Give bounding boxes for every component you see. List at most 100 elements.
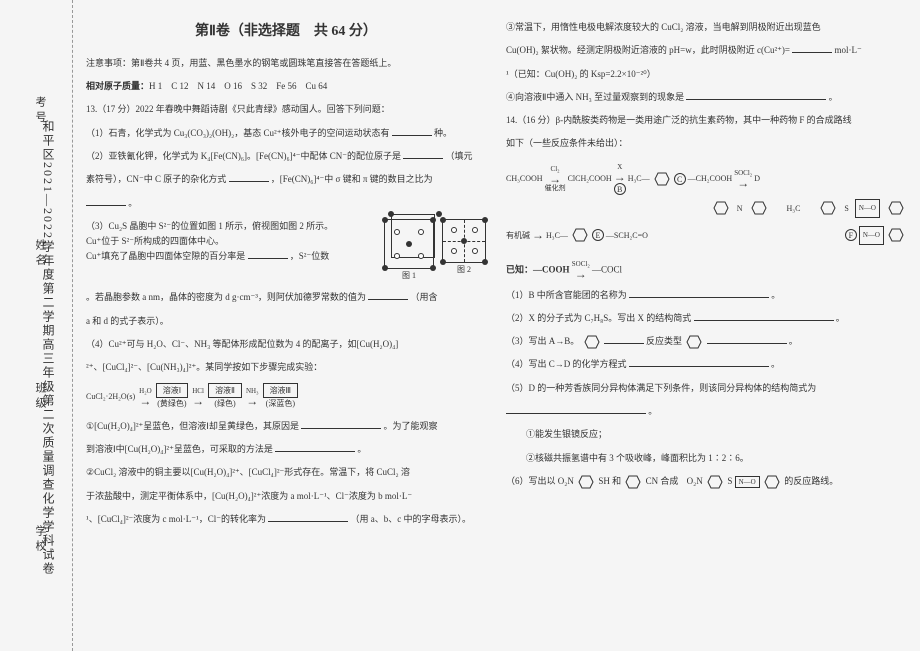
q13-4i: ¹、[CuCl₄]²⁻浓度为 c mol·L⁻¹，Cl⁻的转化率为 [86, 514, 266, 524]
r-p3a: ③常温下，用惰性电极电解浓度较大的 CuCl₂ 溶液，当电解到阴极附近出现蓝色 [506, 20, 906, 35]
section-title: 第Ⅱ卷（非选择题 共 64 分） [86, 20, 486, 44]
q13-1: （1）石青，化学式为 Cu₃(CO₃)₂(OH)₂，基态 Cu²⁺核外电子的空间… [86, 126, 486, 141]
page-content: 第Ⅱ卷（非选择题 共 64 分） 注意事项：第Ⅱ卷共 4 页，用蓝、黑色墨水的钢… [86, 20, 906, 640]
masses-label: 相对原子质量： [86, 81, 149, 91]
flow-s1: 溶液Ⅰ(黄绿色) [156, 384, 188, 411]
blank [604, 334, 644, 344]
benzene-icon [820, 201, 836, 215]
q14-6: （6）写出以 O₂N SH 和 CN 合成 O₂N S N—O 的反应路线。 [506, 474, 906, 489]
blank [792, 43, 832, 53]
q14-4: （4）写出 C→D 的化学方程式 。 [506, 357, 906, 372]
benzene-icon [713, 201, 729, 215]
sB-pre: H₃C— [628, 170, 650, 188]
sD: D [754, 170, 760, 188]
q13-4b: ²⁺、[CuCl₄]²⁻、[Cu(NH₃)₄]²⁺。某同学按如下步骤完成实验： [86, 360, 486, 375]
q13-2: （2）亚铁氰化钾，化学式为 K₄[Fe(CN)₆]。[Fe(CN)₆]⁴⁻中配体… [86, 149, 486, 164]
q13-3c: Cu⁺填充了晶胞中四面体空隙的百分率是 [86, 251, 245, 261]
q13-3a: （3）Cu₂S 晶胞中 S²⁻的位置如图 1 所示，俯视图如图 2 所示。 [86, 219, 376, 234]
blank [268, 512, 348, 522]
q14-5-c2: ②核磁共振氢谱中有 3 个吸收峰，峰面积比为 1∶2∶6。 [506, 451, 906, 466]
q13-2d: ，[Fe(CN)₆]⁴⁻中 σ 键和 π 键的数目之比为 [271, 174, 433, 184]
arrow-icon: SOCl₂→ [734, 170, 752, 189]
sB-post: —CH₂COOH [688, 170, 733, 188]
instructions: 注意事项：第Ⅱ卷共 4 页，用蓝、黑色墨水的钢笔或圆珠笔直接答在答题纸上。 [86, 56, 486, 71]
q13-4i-line: ¹、[CuCl₄]²⁻浓度为 c mol·L⁻¹，Cl⁻的转化率为 （用 a、b… [86, 512, 486, 527]
q14-intro: 14.（16 分）β-内酰胺类药物是一类用途广泛的抗生素药物，其中一种药物 F … [506, 113, 906, 128]
blank [392, 126, 432, 136]
atomic-masses: 相对原子质量：H 1 C 12 N 14 O 16 S 32 Fe 56 Cu … [86, 79, 486, 94]
blank [368, 290, 408, 300]
arrow-icon: NH₃→ [246, 388, 259, 407]
blank [694, 311, 834, 321]
q13-4f: 。 [357, 444, 366, 454]
sA: CH₃COOH [506, 170, 543, 188]
q13-1a: （1）石青，化学式为 Cu₃(CO₃)₂(OH)₂，基态 Cu²⁺核外电子的空间… [86, 128, 390, 138]
benzene-icon [764, 475, 780, 489]
figure-2 [442, 219, 486, 263]
r-p3b-line: Cu(OH)₂ 絮状物。经测定阴极附近溶液的 pH=w，此时阴极附近 c(Cu²… [506, 43, 906, 58]
q13-2c: 素符号），CN⁻中 C 原子的杂化方式 [86, 174, 226, 184]
q14-5-blank: 。 [506, 404, 906, 419]
fold-line [72, 0, 73, 651]
benzene-icon [654, 172, 670, 186]
flow-start: CuCl₂·2H₂O(s) [86, 390, 135, 404]
label-E: E [592, 229, 604, 241]
benzene-icon [572, 228, 588, 242]
q13-3-line: Cu⁺填充了晶胞中四面体空隙的百分率是 ，S²⁻位数 [86, 249, 376, 264]
blank [686, 90, 826, 100]
arrow-icon: Cl₂→催化剂 [545, 166, 566, 192]
figure-1-wrap: 图 1 [384, 219, 434, 283]
synthesis-scheme: CH₃COOH Cl₂→催化剂 ClCH₂COOH X→B H₃C— C —CH… [506, 160, 906, 253]
q13-4e: 到溶液Ⅰ中[Cu(H₂O)₄]²⁺呈蓝色，可采取的方法是 [86, 444, 273, 454]
q13-2-line2: 素符号），CN⁻中 C 原子的杂化方式 ，[Fe(CN)₆]⁴⁻中 σ 键和 π… [86, 172, 486, 187]
r-p4b: 。 [829, 92, 838, 102]
q13-3-row: （3）Cu₂S 晶胞中 S²⁻的位置如图 1 所示，俯视图如图 2 所示。 Cu… [86, 219, 486, 283]
sE-post: —SCH₂C=O [606, 227, 648, 245]
r-p4-line: ④向溶液Ⅱ中通入 NH₃ 至过量观察到的现象是 。 [506, 90, 906, 105]
q13-2b: （填元 [446, 151, 473, 161]
flow-s2: 溶液Ⅱ(绿色) [208, 384, 242, 411]
right-column: ③常温下，用惰性电极电解浓度较大的 CuCl₂ 溶液，当电解到阴极附近出现蓝色 … [506, 20, 906, 640]
q13-4e-line: 到溶液Ⅰ中[Cu(H₂O)₄]²⁺呈蓝色，可采取的方法是 。 [86, 442, 486, 457]
q13-4h: 于浓盐酸中，测定平衡体系中，[Cu(H₂O)₄]²⁺浓度为 a mol·L⁻¹、… [86, 489, 486, 504]
scheme-row-aux: N H₃C S N—O [506, 199, 906, 218]
q13-3g: a 和 d 的式子表示）。 [86, 314, 486, 329]
q13-1b: 种。 [434, 128, 452, 138]
r-p4a: ④向溶液Ⅱ中通入 NH₃ 至过量观察到的现象是 [506, 92, 684, 102]
exam-title-vertical: 和平区2021—2022学年度第二学期高三年级第二次质量调查化学学科试卷 [40, 120, 57, 576]
r-p3d: ¹（已知：Cu(OH)₂ 的 Ksp=2.2×10⁻²⁰） [506, 67, 906, 82]
q13-2e: 。 [128, 198, 137, 208]
arrow-icon: SOCl₂→ [572, 261, 590, 280]
scheme-row1: CH₃COOH Cl₂→催化剂 ClCH₂COOH X→B H₃C— C —CH… [506, 164, 906, 195]
figure-2-wrap: 图 2 [442, 219, 486, 277]
q13-3f: （用含 [410, 292, 437, 302]
q13-intro: 13.（17 分）2022 年春晚中舞蹈诗剧《只此青绿》感动国人。回答下列问题： [86, 102, 486, 117]
arrow-icon: HCl→ [192, 388, 204, 407]
blank [707, 334, 787, 344]
blank [275, 442, 355, 452]
q13-4j: （用 a、b、c 中的字母表示）。 [350, 514, 471, 524]
q13-4g: ②CuCl₂ 溶液中的铜主要以[Cu(H₂O)₄]²⁺、[CuCl₄]²⁻形式存… [86, 465, 486, 480]
q13-4c-line: ①[Cu(H₂O)₄]²⁺呈蓝色，但溶液Ⅰ却呈黄绿色，其原因是 。为了能观察 [86, 419, 486, 434]
blank [86, 196, 126, 206]
known-pre: 已知：—COOH [506, 264, 570, 274]
q13-3-line2: 。若晶胞参数 a nm，晶体的密度为 d g·cm⁻³，则阿伏加德罗常数的值为 … [86, 290, 486, 305]
q13-2a: （2）亚铁氰化钾，化学式为 K₄[Fe(CN)₆]。[Fe(CN)₆]⁴⁻中配体… [86, 151, 401, 161]
benzene-icon [625, 475, 641, 489]
q13-3-text: （3）Cu₂S 晶胞中 S²⁻的位置如图 1 所示，俯视图如图 2 所示。 Cu… [86, 219, 376, 265]
q13-4c: ①[Cu(H₂O)₄]²⁺呈蓝色，但溶液Ⅰ却呈黄绿色，其原因是 [86, 421, 299, 431]
q13-2-line3: 。 [86, 196, 486, 211]
sAi: ClCH₂COOH [568, 170, 612, 188]
q14-5: （5）D 的一种芳香族同分异构体满足下列条件，则该同分异构体的结构简式为 [506, 381, 906, 396]
blank [248, 249, 288, 259]
q14-5-c1: ①能发生银镜反应； [506, 427, 906, 442]
blank [629, 288, 769, 298]
q13-3e: 。若晶胞参数 a nm，晶体的密度为 d g·cm⁻³，则阿伏加德罗常数的值为 [86, 292, 366, 302]
benzene-icon [578, 475, 594, 489]
known-post: —COCl [592, 264, 622, 274]
q13-4a: （4）Cu²⁺可与 H₂O、Cl⁻、NH₃ 等配体形成配位数为 4 的配离子，如… [86, 337, 486, 352]
masses-values: H 1 C 12 N 14 O 16 S 32 Fe 56 Cu 64 [149, 81, 327, 91]
q14-known: 已知：—COOH SOCl₂→ —COCl [506, 261, 906, 280]
q13-4d: 。为了能观察 [383, 421, 437, 431]
left-column: 第Ⅱ卷（非选择题 共 64 分） 注意事项：第Ⅱ卷共 4 页，用蓝、黑色墨水的钢… [86, 20, 486, 640]
